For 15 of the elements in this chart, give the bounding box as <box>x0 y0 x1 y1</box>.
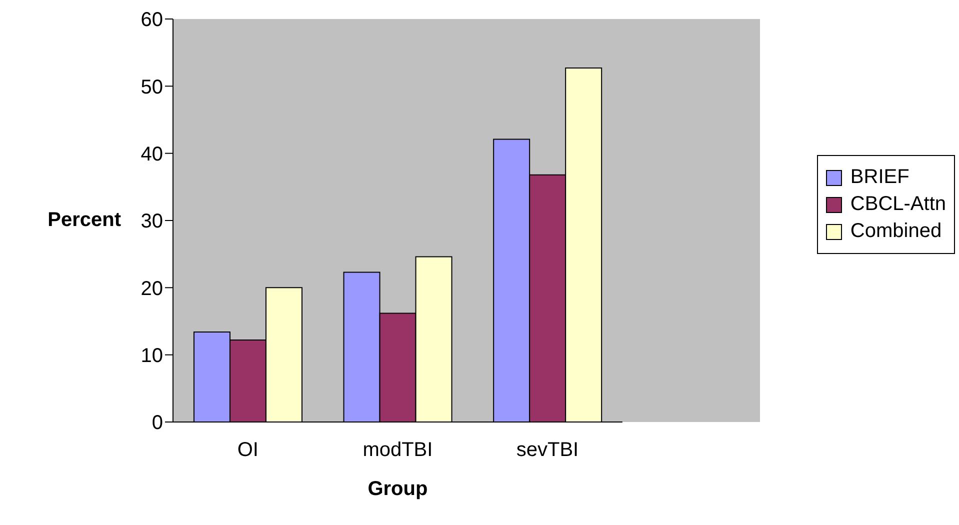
x-tick-label: sevTBI <box>516 439 579 462</box>
legend-label: Combined <box>850 220 942 243</box>
y-axis-title: Percent <box>48 208 122 231</box>
y-tick-label: 20 <box>140 278 163 300</box>
y-tick-label: 0 <box>152 412 163 434</box>
y-tick-label: 40 <box>140 143 163 166</box>
legend-label: BRIEF <box>850 166 910 189</box>
x-axis-title: Group <box>368 478 428 500</box>
y-tick-label: 30 <box>140 210 163 233</box>
x-tick-label: modTBI <box>362 439 433 462</box>
y-tick-label: 10 <box>140 344 163 367</box>
x-tick-label: OI <box>237 439 258 462</box>
y-tick-label: 60 <box>140 9 163 32</box>
legend-label: CBCL-Attn <box>850 193 946 216</box>
y-tick-label: 50 <box>140 76 163 98</box>
